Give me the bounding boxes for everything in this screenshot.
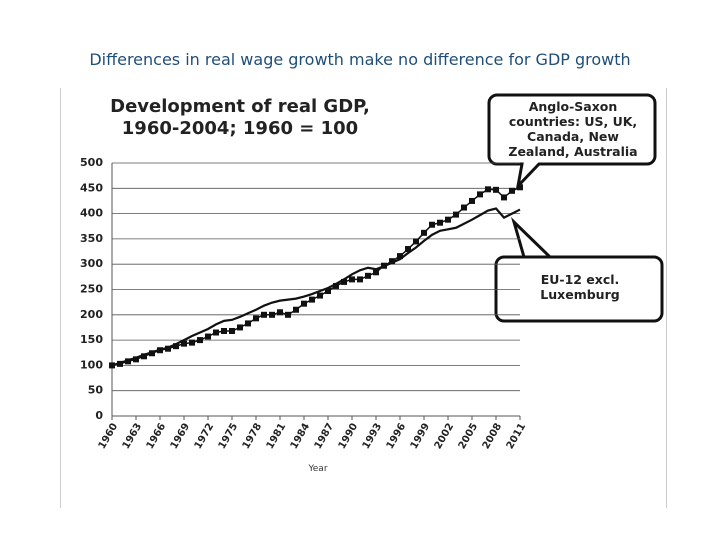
data-point [445,216,451,223]
data-point [357,276,363,283]
data-point [229,327,235,334]
chart-frame [60,88,667,508]
y-tick-label: 300 [80,257,103,270]
data-point [261,311,267,318]
data-point [253,315,259,322]
y-tick-label: 450 [80,181,103,194]
data-point [133,356,139,363]
data-point [301,300,307,307]
x-tick-label: 1963 [121,421,144,451]
x-tick-label: 1996 [385,421,408,451]
data-point [509,187,515,194]
y-tick-label: 0 [95,409,103,422]
data-point [429,221,435,228]
data-point [325,288,331,295]
data-point [461,204,467,211]
data-point [453,211,459,218]
y-tick-label: 350 [80,232,103,245]
series-line [111,186,521,367]
y-tick-label: 250 [80,283,103,296]
x-tick-label: 1975 [217,421,240,451]
data-point [365,272,371,279]
x-tick-label: 1966 [145,421,168,451]
data-point [293,306,299,313]
x-tick-label: 1969 [169,421,192,451]
y-tick-label: 50 [88,384,104,397]
x-tick-label: 2008 [481,421,504,451]
data-point [189,339,195,346]
data-point [309,296,315,303]
x-tick-label: 1999 [409,421,432,451]
data-point [237,324,243,331]
data-point [221,327,227,334]
slide-title: Differences in real wage growth make no … [89,50,631,69]
x-tick-label: 2002 [433,421,456,451]
data-point [141,353,147,360]
legend-entry: Anglo-Saxon countries: US, UK, Canada, N… [508,99,638,159]
data-point [341,278,347,285]
x-tick-label: 1960 [97,421,120,451]
legend-entry: EU-12 excl. Luxemburg [540,272,620,302]
data-point [205,333,211,340]
series-line [111,207,521,367]
data-point [517,184,523,191]
data-point [437,219,443,226]
data-point [501,194,507,201]
data-point [421,229,427,236]
data-point [285,311,291,318]
data-point [373,269,379,276]
chart-title: Development of real GDP, 1960-2004; 1960… [110,96,370,139]
data-point [197,337,203,344]
x-tick-label: 1972 [193,421,216,451]
y-tick-label: 500 [80,156,103,169]
data-point [349,276,355,283]
data-point [477,191,483,198]
data-point [317,292,323,299]
x-tick-label: 2005 [457,421,480,451]
y-tick-label: 100 [80,358,103,371]
x-tick-label: 1981 [265,421,288,451]
data-point [277,309,283,316]
data-point [469,197,475,204]
data-point [269,311,275,318]
x-tick-label: 1990 [337,421,360,451]
data-point [485,186,491,193]
x-tick-label: 2011 [505,421,528,451]
data-point [333,282,339,289]
x-tick-label: 1984 [289,421,312,451]
callout-box [487,93,657,191]
y-tick-label: 200 [80,308,103,321]
y-tick-label: 150 [80,333,103,346]
x-tick-label: 1993 [361,421,384,451]
x-tick-label: 1978 [241,421,264,451]
data-point [405,246,411,253]
callout-box [494,217,664,323]
data-point [413,238,419,245]
data-point [173,343,179,350]
x-axis-label: Year [307,464,327,474]
data-point [213,329,219,336]
data-point [245,320,251,327]
data-point [397,253,403,260]
data-point [493,186,499,193]
data-point [181,340,187,347]
data-point [389,258,395,265]
y-tick-label: 400 [80,207,103,220]
x-tick-label: 1987 [313,421,336,451]
